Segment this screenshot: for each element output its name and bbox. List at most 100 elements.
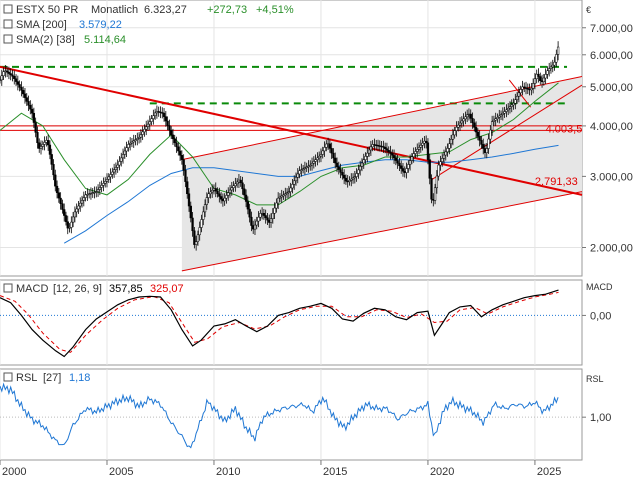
- candle-body-49: [86, 194, 89, 196]
- candle-body-240: [426, 142, 430, 160]
- trend-channel: [181, 76, 582, 271]
- candle-body-184: [326, 143, 330, 145]
- candle-body-148: [262, 212, 266, 216]
- candle-body-85: [150, 118, 153, 122]
- candle-body-300: [533, 78, 537, 84]
- rsl-tick-one: 1,00: [590, 412, 611, 424]
- candle-body-283: [503, 111, 506, 114]
- candle-body-202: [359, 166, 362, 171]
- candle-body-105: [186, 181, 189, 195]
- y-axis-ticks: 7.000,00 6.000,00 5.000,00 4.000,00 3.000,00…: [582, 23, 633, 424]
- candle-body-274: [487, 138, 490, 149]
- candle-body-103: [182, 159, 185, 171]
- candle-body-189: [335, 162, 339, 167]
- y-tick-label-3: 4.000,00: [590, 121, 633, 133]
- candle-body-182: [323, 147, 326, 152]
- candle-body-101: [178, 150, 182, 156]
- candle-body-212: [376, 145, 380, 147]
- candle-body-313: [556, 46, 560, 55]
- candle-body-158: [280, 195, 283, 198]
- candle-body-296: [526, 88, 529, 90]
- candle-body-289: [514, 99, 517, 104]
- legend-box-price: [3, 4, 13, 14]
- candle-body-258: [458, 122, 462, 126]
- rsl-legend: RSL [27] 1,18: [3, 372, 90, 384]
- candle-body-68: [120, 157, 123, 162]
- candle-body-213: [378, 145, 381, 147]
- candle-body-82: [145, 126, 148, 130]
- candle-body-106: [187, 193, 191, 207]
- candle-body-130: [230, 187, 233, 191]
- macd-title: MACD: [16, 283, 48, 295]
- candle-body-98: [173, 138, 176, 144]
- candle-body-15: [25, 97, 28, 102]
- candle-body-37: [64, 215, 68, 222]
- candle-body-266: [473, 122, 476, 128]
- candle-body-120: [212, 188, 216, 191]
- candle-body-56: [98, 187, 102, 190]
- candle-body-99: [175, 142, 178, 148]
- candle-body-279: [496, 117, 499, 120]
- candle-body-11: [18, 84, 21, 88]
- trend-line-3: [431, 84, 583, 180]
- candle-body-138: [244, 194, 248, 202]
- candle-body-57: [100, 185, 103, 188]
- candle-body-30: [52, 164, 55, 176]
- legend-change: +272,73: [207, 4, 247, 16]
- candle-body-58: [102, 183, 105, 186]
- candle-body-232: [412, 153, 415, 157]
- candle-body-137: [243, 188, 246, 196]
- candle-body-119: [211, 189, 214, 193]
- candle-body-93: [164, 116, 167, 122]
- candle-body-294: [523, 86, 526, 88]
- candle-body-249: [442, 154, 446, 159]
- candle-body-185: [328, 143, 332, 149]
- candle-body-286: [508, 106, 512, 109]
- candle-body-65: [114, 167, 118, 170]
- candle-body-235: [417, 147, 421, 150]
- sma200-line: [63, 144, 559, 244]
- currency-label: €: [586, 5, 591, 15]
- annotations: 4.003,5 2.791,33: [535, 124, 582, 188]
- candle-body-305: [542, 77, 545, 83]
- rsl-title: RSL: [16, 372, 37, 384]
- candle-body-86: [152, 115, 155, 119]
- candle-body-121: [214, 188, 217, 192]
- candle-body-156: [277, 197, 280, 204]
- candle-body-163: [289, 187, 292, 192]
- x-tick-label-3: 2015: [323, 466, 347, 478]
- candle-body-140: [248, 208, 251, 218]
- candle-body-71: [125, 147, 128, 152]
- candle-body-197: [350, 178, 353, 181]
- candle-body-309: [549, 66, 553, 69]
- candle-body-126: [223, 197, 226, 202]
- candle-body-162: [287, 191, 291, 193]
- candle-body-0: [0, 79, 2, 81]
- candle-body-272: [483, 148, 487, 153]
- rsl-params: [27]: [43, 372, 61, 384]
- candle-body-125: [221, 198, 225, 202]
- candle-body-149: [264, 215, 267, 219]
- candle-body-23: [39, 146, 43, 149]
- candle-body-239: [425, 140, 428, 144]
- candle-body-45: [79, 202, 82, 207]
- candle-body-215: [382, 146, 385, 148]
- candle-body-285: [507, 107, 510, 111]
- candle-body-171: [303, 167, 307, 169]
- candle-body-55: [96, 189, 100, 192]
- candle-body-9: [14, 78, 18, 82]
- candle-body-64: [112, 169, 116, 173]
- candle-body-17: [29, 105, 32, 110]
- candle-body-89: [157, 111, 160, 113]
- rsl-axis-label: RSL: [586, 374, 604, 384]
- candle-body-107: [189, 205, 192, 219]
- candle-body-154: [273, 207, 276, 214]
- candle-body-6: [9, 73, 12, 76]
- macd-line: [0, 289, 559, 358]
- candle-body-83: [146, 123, 150, 127]
- candle-body-195: [346, 180, 349, 183]
- candle-body-29: [50, 154, 53, 165]
- candle-body-132: [234, 183, 237, 187]
- candle-body-75: [132, 140, 135, 143]
